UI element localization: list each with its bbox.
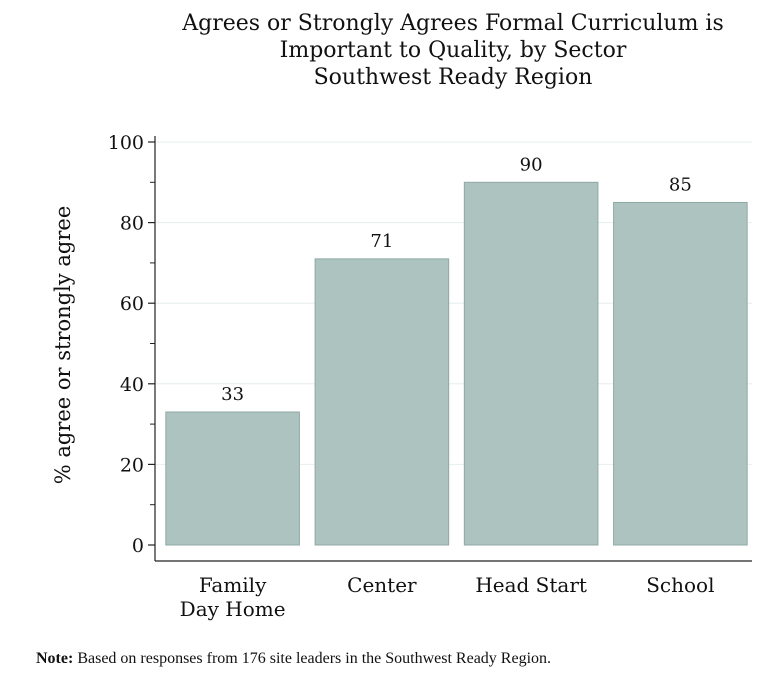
x-tick-label: Center [347,573,417,597]
chart-note: Note: Based on responses from 176 site l… [36,650,551,668]
y-axis-label: % agree or strongly agree [51,206,75,485]
data-label: 90 [520,154,543,175]
chart-title-line: Agrees or Strongly Agrees Formal Curricu… [181,11,724,36]
bar [613,201,748,546]
x-tick-label: Day Home [180,597,286,621]
chart-title: Agrees or Strongly Agrees Formal Curricu… [181,11,724,90]
note-text: Based on responses from 176 site leaders… [73,650,552,667]
y-tick-label: 60 [120,293,144,315]
chart-title-line: Important to Quality, by Sector [280,38,627,63]
bar [463,181,599,546]
x-tick-label: Family [199,573,267,597]
x-tick-label: School [646,573,714,597]
data-label: 85 [669,174,692,195]
y-tick-label: 20 [120,454,144,476]
data-label: 33 [221,384,244,405]
data-label: 71 [370,231,393,252]
note-label: Note: [36,650,74,667]
bar [165,411,300,546]
chart-title-line: Southwest Ready Region [314,65,593,90]
y-tick-label: 40 [120,374,144,396]
axes: 0 20 40 60 80 100 [108,132,752,562]
y-tick-label: 0 [132,535,144,557]
y-tick-label: 100 [108,132,144,154]
bar [314,258,450,546]
y-tick-label: 80 [120,213,144,235]
x-tick-label: Head Start [475,573,587,597]
bars [165,181,748,546]
